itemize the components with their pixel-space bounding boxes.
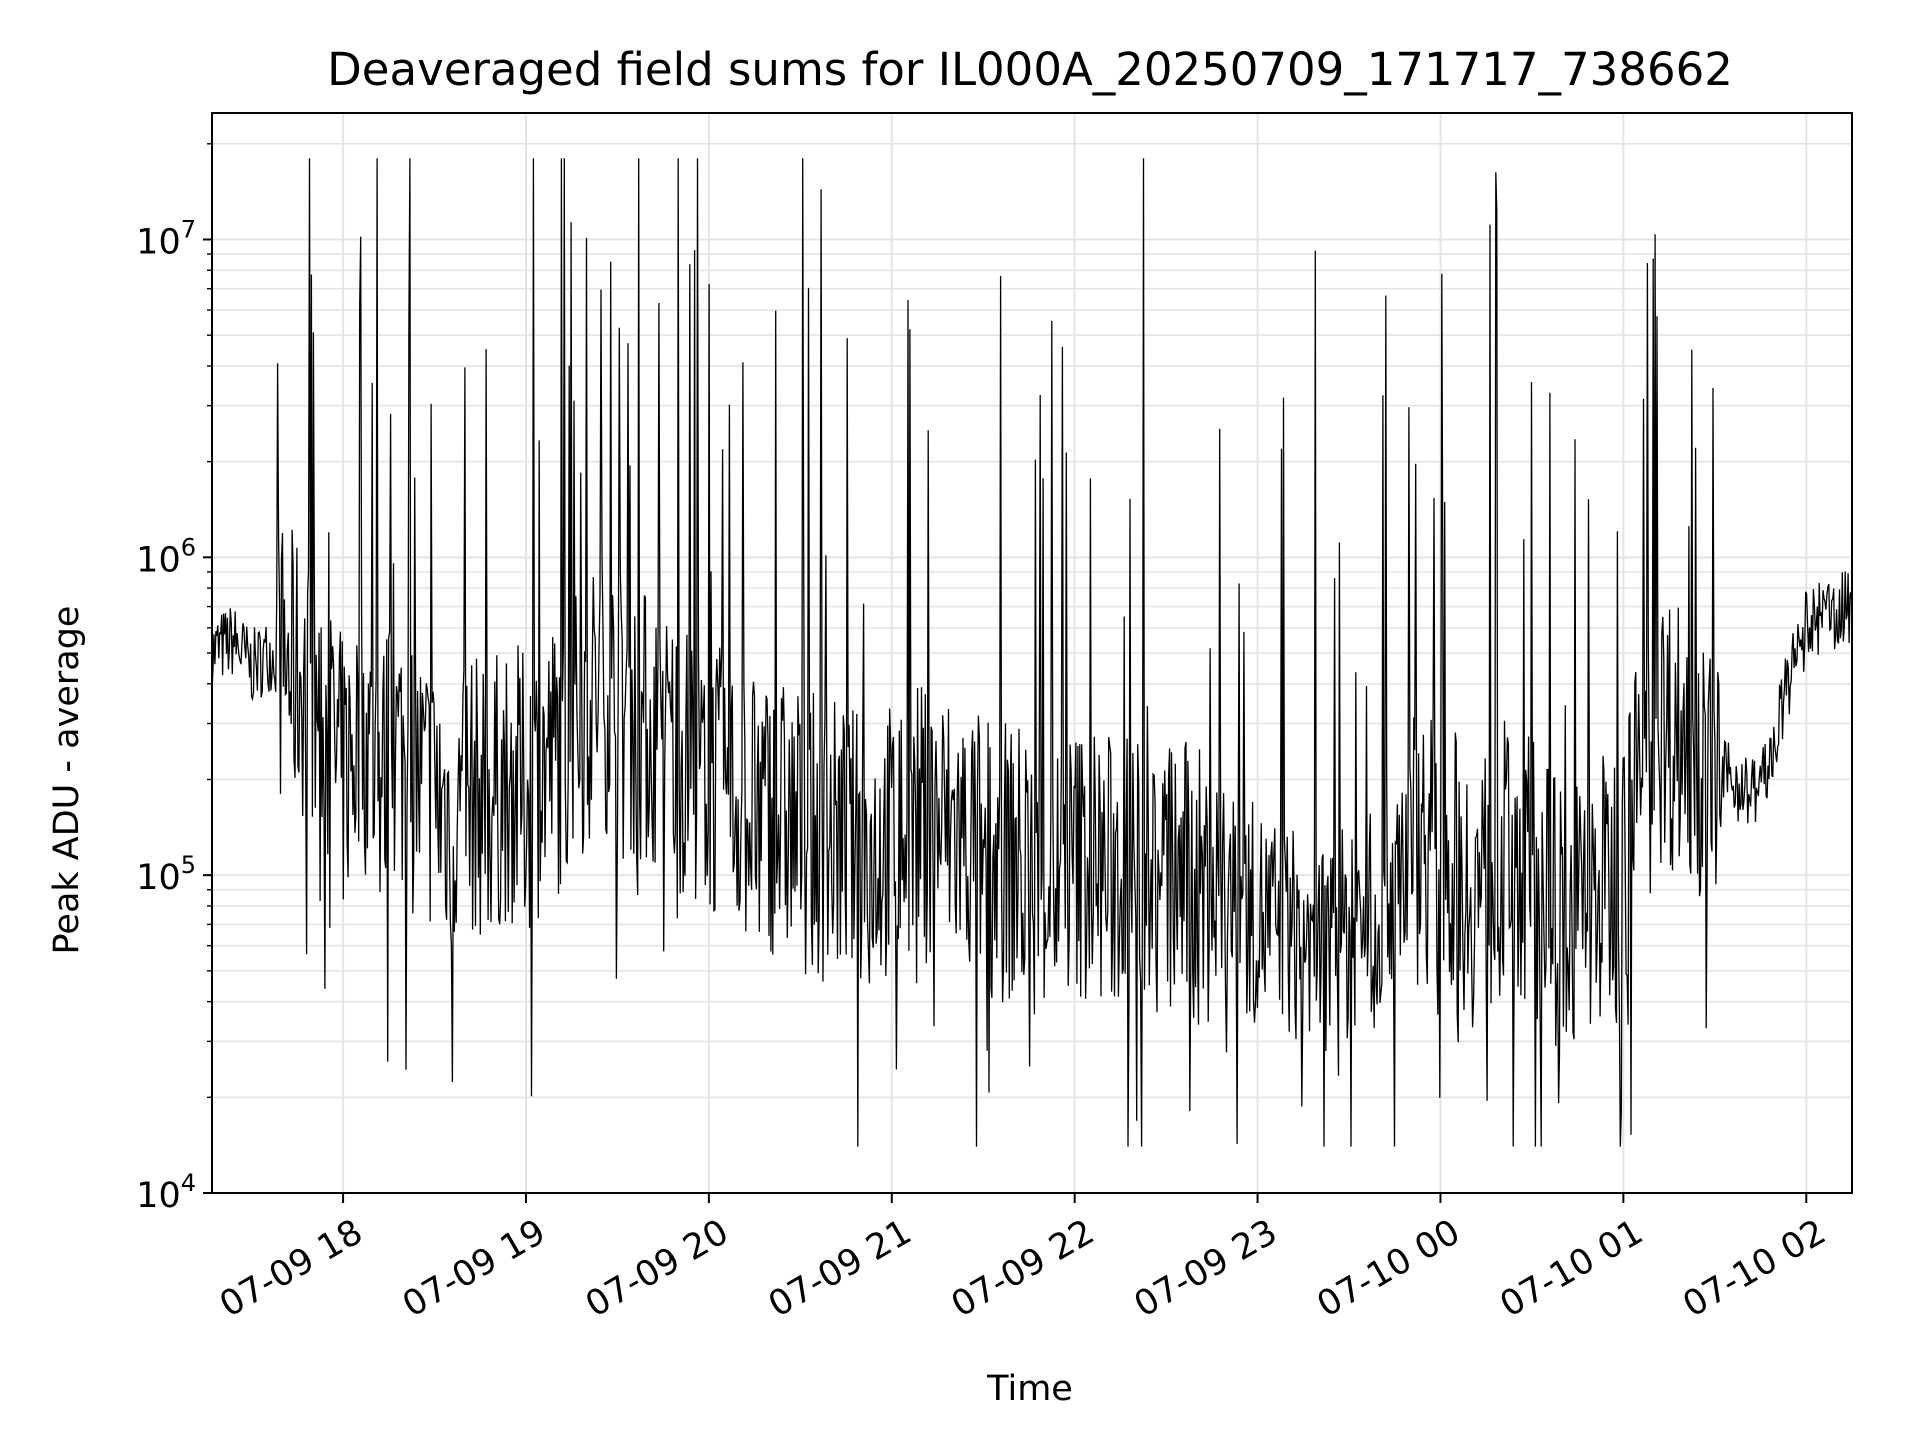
chart-title: Deaveraged field sums for IL000A_2025070… <box>327 43 1733 96</box>
y-axis-label: Peak ADU - average <box>47 606 87 955</box>
y-tick-label: 104 <box>136 1169 196 1216</box>
x-axis-label: Time <box>986 1369 1073 1409</box>
data-layer <box>211 158 1853 1147</box>
series-line <box>211 158 1853 1147</box>
y-tick-label: 106 <box>136 533 196 580</box>
y-tick-label: 107 <box>136 215 196 262</box>
y-tick-label: 105 <box>136 851 196 898</box>
